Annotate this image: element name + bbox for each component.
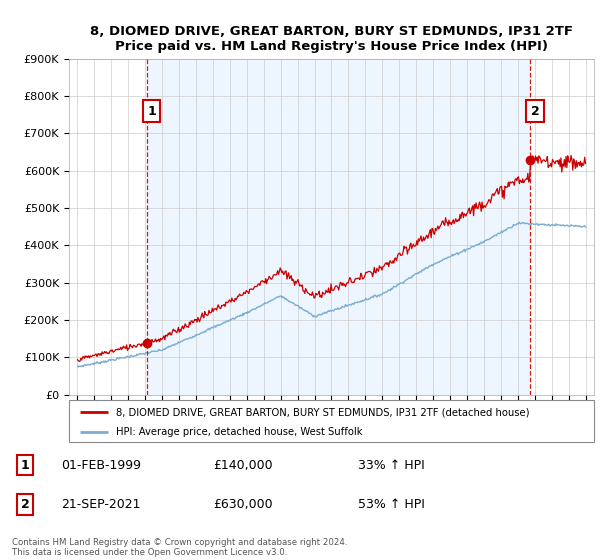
Text: HPI: Average price, detached house, West Suffolk: HPI: Average price, detached house, West…: [116, 427, 363, 437]
Title: 8, DIOMED DRIVE, GREAT BARTON, BURY ST EDMUNDS, IP31 2TF
Price paid vs. HM Land : 8, DIOMED DRIVE, GREAT BARTON, BURY ST E…: [90, 25, 573, 53]
Text: £630,000: £630,000: [214, 498, 273, 511]
Bar: [146, 59, 530, 395]
Text: 1: 1: [147, 105, 156, 118]
Text: 2: 2: [530, 105, 539, 118]
Text: 21-SEP-2021: 21-SEP-2021: [61, 498, 140, 511]
Text: Contains HM Land Registry data © Crown copyright and database right 2024.
This d: Contains HM Land Registry data © Crown c…: [12, 538, 347, 557]
Text: 8, DIOMED DRIVE, GREAT BARTON, BURY ST EDMUNDS, IP31 2TF (detached house): 8, DIOMED DRIVE, GREAT BARTON, BURY ST E…: [116, 407, 530, 417]
Text: 53% ↑ HPI: 53% ↑ HPI: [358, 498, 424, 511]
Text: 1: 1: [20, 459, 29, 472]
Text: 01-FEB-1999: 01-FEB-1999: [61, 459, 141, 472]
Text: 2: 2: [20, 498, 29, 511]
Text: 33% ↑ HPI: 33% ↑ HPI: [358, 459, 424, 472]
Text: £140,000: £140,000: [214, 459, 273, 472]
